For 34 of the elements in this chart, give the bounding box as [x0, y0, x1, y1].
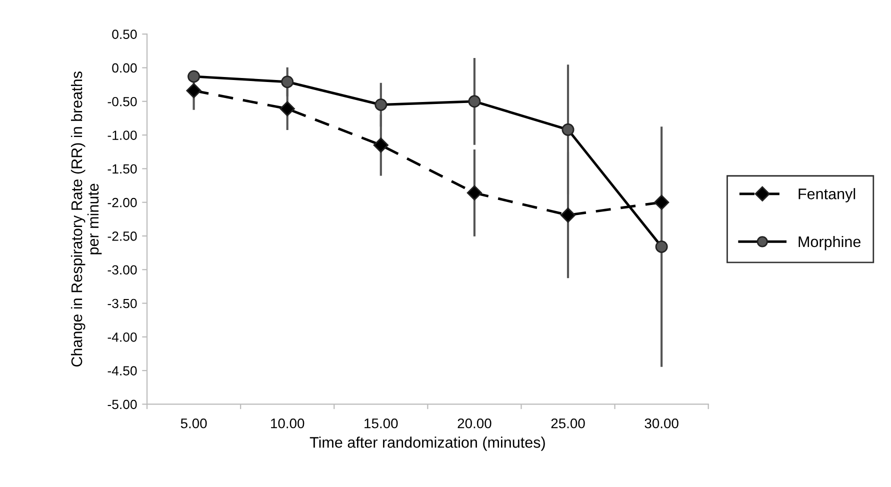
x-tick-label: 30.00: [644, 418, 678, 428]
y-tick-label: -1.00: [108, 130, 137, 140]
y-tick-label: -3.00: [108, 265, 137, 275]
y-axis-title: Change in Respiratory Rate (RR) in breaths per minute: [70, 72, 102, 367]
point: [655, 240, 668, 253]
y-tick-label: -3.50: [108, 298, 137, 308]
point: [281, 76, 294, 88]
x-tick-label: 20.00: [458, 418, 492, 428]
y-tick-label: 0.50: [112, 30, 137, 39]
y-tick-label: -2.00: [108, 198, 137, 208]
point: [374, 98, 388, 111]
x-tick-label: 25.00: [551, 418, 585, 428]
y-tick-label: -5.00: [108, 400, 137, 410]
point: [468, 95, 481, 108]
point: [280, 101, 295, 116]
point: [186, 83, 202, 98]
point: [562, 123, 574, 136]
x-tick-label: 10.00: [271, 418, 304, 428]
y-tick-label: -4.50: [108, 366, 137, 376]
y-tick-label: -4.00: [108, 332, 137, 342]
y-tick-label: -0.50: [108, 96, 137, 106]
x-tick-label: 5.00: [180, 418, 207, 428]
x-axis-title: Time after randomization (minutes): [310, 436, 545, 451]
legend-label: Morphine: [798, 236, 860, 250]
point: [560, 208, 576, 223]
y-tick-label: 0.00: [112, 63, 137, 73]
point: [188, 70, 200, 83]
point: [654, 194, 670, 210]
y-tick-label: -2.50: [108, 232, 137, 241]
legend-label: Fentanyl: [798, 188, 856, 202]
point: [466, 185, 482, 200]
point: [373, 138, 388, 153]
y-tick-label: -1.50: [108, 164, 137, 174]
x-tick-label: 15.00: [364, 418, 398, 428]
